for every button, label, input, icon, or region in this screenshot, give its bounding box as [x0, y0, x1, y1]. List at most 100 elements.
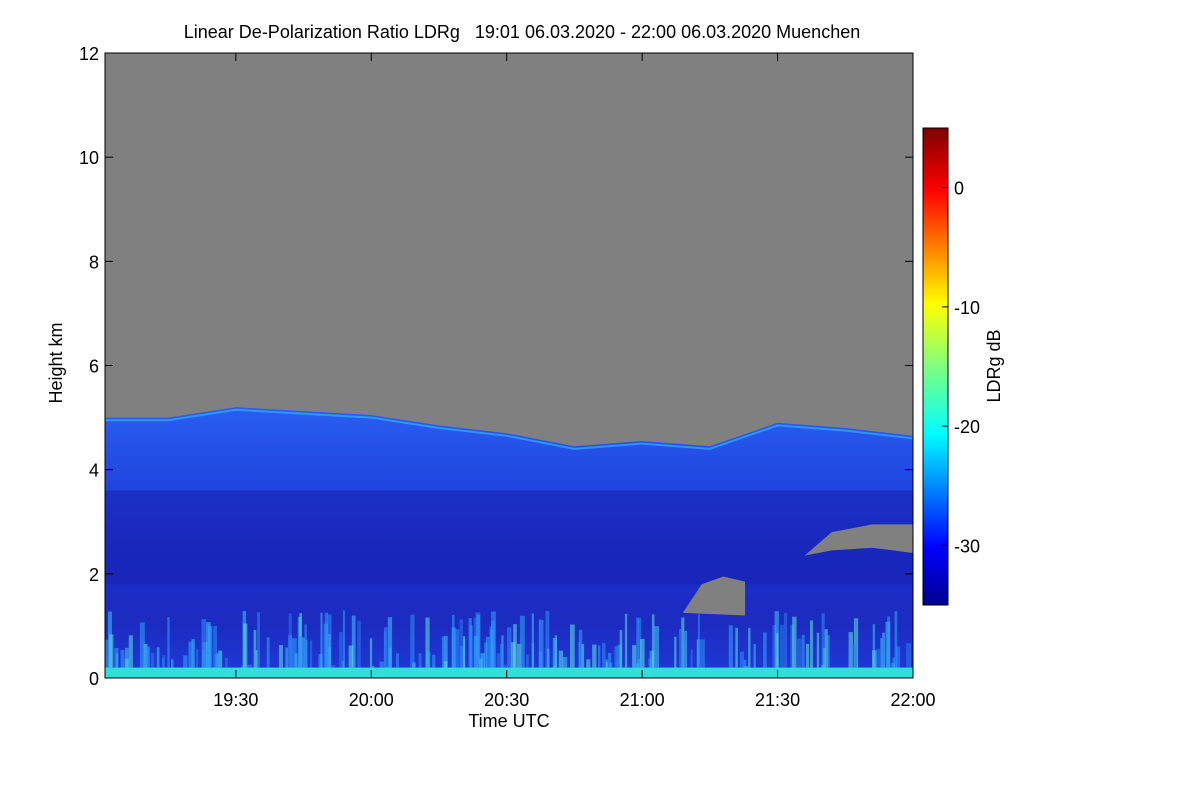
boundary-layer-streak	[531, 613, 534, 668]
boundary-layer-streak	[906, 643, 912, 668]
boundary-layer-streak	[690, 649, 693, 668]
boundary-layer-streak	[700, 639, 705, 668]
boundary-layer-streak	[167, 617, 170, 668]
boundary-layer-streak	[412, 662, 416, 668]
boundary-layer-streak	[684, 630, 688, 668]
boundary-layer-streak	[299, 636, 304, 668]
x-tick-label: 21:00	[620, 690, 665, 710]
boundary-layer-streak	[821, 664, 826, 668]
boundary-layer-streak	[581, 644, 585, 668]
y-tick-label: 4	[89, 461, 99, 481]
boundary-layer-streak	[516, 643, 522, 668]
boundary-layer-streak	[872, 624, 876, 668]
boundary-layer-streak	[892, 657, 895, 668]
x-tick-label: 20:00	[349, 690, 394, 710]
boundary-layer-streak	[478, 658, 483, 668]
boundary-layer-streak	[320, 612, 323, 668]
boundary-layer-streak	[586, 659, 591, 668]
boundary-layer-streak	[476, 614, 481, 668]
boundary-layer-streak	[739, 651, 744, 668]
boundary-layer-streak	[882, 632, 886, 668]
data-gap	[804, 524, 913, 556]
boundary-layer-streak	[309, 640, 313, 668]
boundary-layer-streak	[468, 618, 472, 668]
y-tick-label: 8	[89, 252, 99, 272]
boundary-layer-streak	[162, 654, 165, 668]
boundary-layer-streak	[304, 624, 307, 668]
y-axis: 0 2 4 6 8 10 12	[79, 44, 913, 689]
boundary-layer-streak	[213, 666, 218, 668]
boundary-layer-streak	[183, 655, 188, 668]
boundary-layer-streak	[827, 635, 830, 668]
boundary-layer-streak	[459, 619, 463, 668]
boundary-layer-streak	[592, 644, 597, 668]
boundary-layer-streak	[114, 648, 119, 668]
boundary-layer-streaks	[105, 610, 912, 668]
boundary-layer-streak	[386, 666, 390, 668]
boundary-layer-streak	[278, 645, 283, 668]
boundary-layer-streak	[538, 619, 542, 668]
boundary-layer-streak	[491, 620, 495, 668]
boundary-layer-streak	[848, 632, 853, 668]
boundary-layer-streak	[124, 647, 129, 668]
boundary-layer-streak	[637, 658, 642, 668]
boundary-layer-streak	[327, 614, 332, 668]
boundary-layer-streak	[504, 664, 508, 668]
boundary-layer-streak	[697, 614, 700, 668]
boundary-layer-streak	[681, 617, 685, 668]
boundary-layer-streak	[341, 660, 345, 668]
boundary-layer-streak	[578, 629, 583, 668]
boundary-layer-streak	[266, 637, 270, 668]
boundary-layer-streak	[484, 642, 488, 668]
boundary-layer-streak	[853, 618, 859, 668]
y-tick-label: 6	[89, 357, 99, 377]
colorbar-tick-label: -30	[954, 536, 980, 556]
boundary-layer-streak	[143, 643, 148, 668]
boundary-layer-streak	[876, 648, 881, 668]
boundary-layer-streak	[387, 617, 393, 668]
data-gap	[682, 576, 746, 616]
y-tick-label: 0	[89, 669, 99, 689]
boundary-layer-streak	[207, 625, 213, 668]
boundary-layer-streak	[624, 613, 628, 668]
x-axis-label: Time UTC	[468, 711, 549, 731]
boundary-layer-streak	[651, 614, 655, 668]
boundary-layer-streak	[558, 650, 564, 668]
y-tick-label: 2	[89, 565, 99, 585]
boundary-layer-streak	[109, 634, 114, 668]
boundary-layer-streak	[247, 664, 253, 668]
boundary-layer-streak	[339, 632, 343, 668]
boundary-layer-streak	[887, 616, 890, 668]
boundary-layer-streak	[171, 659, 174, 668]
cloud-top-edge	[105, 408, 913, 450]
colorbar-ticks: 0 -10 -20 -30	[942, 179, 980, 556]
boundary-layer-streak	[654, 626, 659, 668]
y-tick-label: 10	[79, 148, 99, 168]
boundary-layer-streak	[822, 647, 826, 668]
boundary-layer-streak	[432, 654, 436, 668]
plot-area	[105, 53, 913, 678]
boundary-layer-streak	[801, 634, 805, 668]
boundary-layer-streak	[824, 629, 828, 668]
boundary-layer-streak	[139, 622, 145, 668]
boundary-layer-streak	[201, 619, 206, 668]
x-tick-label: 19:30	[213, 690, 258, 710]
boundary-layer-streak	[763, 632, 767, 668]
boundary-layer-streak	[779, 624, 784, 668]
boundary-layer-streak	[216, 652, 221, 668]
boundary-layer-streak	[324, 612, 329, 668]
boundary-layer-streak	[146, 647, 150, 668]
boundary-layer-streak	[357, 620, 361, 668]
boundary-layer-streak	[379, 661, 384, 668]
boundary-layer-streak	[735, 627, 738, 668]
boundary-layer-streak	[426, 652, 431, 668]
boundary-layer-streak	[552, 638, 558, 668]
boundary-layer-streak	[526, 654, 529, 668]
boundary-layer-streak	[821, 613, 825, 668]
x-tick-label: 21:30	[755, 690, 800, 710]
x-tick-label: 22:00	[890, 690, 935, 710]
boundary-layer-streak	[418, 653, 422, 668]
boundary-layer-streak	[485, 636, 490, 668]
boundary-layer-streak	[728, 625, 733, 668]
